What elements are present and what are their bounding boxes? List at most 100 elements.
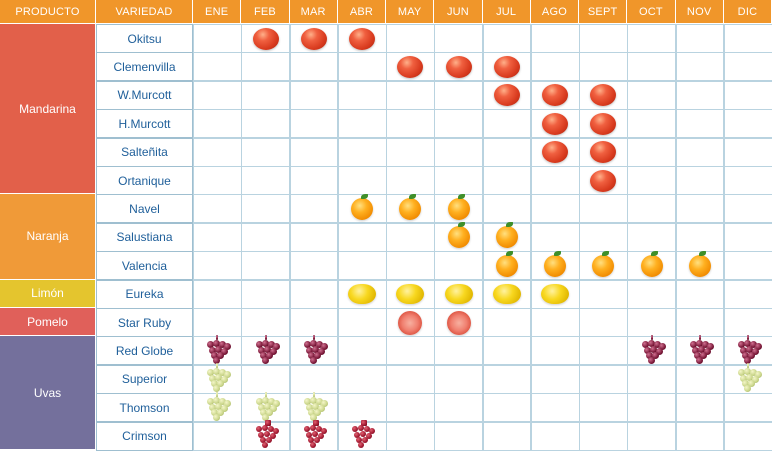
month-cell-ago	[530, 80, 580, 110]
grape-berry	[311, 431, 318, 438]
grape-icon	[254, 420, 279, 449]
grape-berry	[752, 376, 760, 384]
grape-berry	[224, 399, 232, 407]
grape-berry	[695, 356, 703, 364]
mandarina-icon	[493, 55, 520, 78]
grape-berry	[272, 399, 280, 407]
month-cell-ene	[193, 24, 242, 53]
grape-berry	[360, 431, 367, 438]
month-cell-ene	[193, 279, 242, 309]
grape-berry	[317, 347, 325, 355]
month-cell-ene	[193, 222, 242, 252]
grape-berry	[647, 356, 655, 364]
header-variedad: VARIEDAD	[96, 0, 192, 23]
month-cell-feb	[241, 109, 291, 139]
grape-berry	[259, 437, 266, 444]
grape-berry	[755, 371, 763, 379]
month-cell-dic	[723, 421, 772, 451]
grape-berry	[738, 340, 746, 348]
month-cell-dic	[723, 52, 772, 82]
month-cell-ago	[530, 421, 580, 451]
naranja-icon	[640, 250, 663, 277]
grape-berry	[309, 356, 317, 364]
grape-icon	[302, 420, 327, 449]
pomelo-icon	[398, 310, 423, 335]
month-cell-sept	[579, 364, 628, 394]
variety-cell: Eureka	[96, 279, 193, 309]
month-cell-jul	[482, 194, 532, 224]
grape-berry	[356, 437, 363, 444]
variety-cell: H.Murcott	[96, 109, 193, 139]
month-cell-sept	[579, 52, 628, 82]
naranja-icon	[495, 222, 518, 249]
mandarina-icon	[542, 84, 569, 107]
month-cell-dic	[723, 24, 772, 53]
grape-berry	[750, 340, 758, 348]
grape-berry	[211, 351, 219, 359]
mandarina-icon	[542, 141, 569, 164]
grape-berry	[645, 351, 653, 359]
month-cell-nov	[675, 166, 725, 195]
month-cell-may	[386, 279, 435, 309]
grape-stem	[312, 334, 315, 340]
grape-icon	[302, 334, 328, 364]
month-cell-ago	[530, 166, 580, 195]
month-cell-oct	[627, 393, 677, 423]
grape-berry	[320, 428, 327, 435]
month-cell-nov	[675, 137, 725, 167]
grape-berry	[309, 396, 317, 404]
month-cell-sept	[579, 109, 628, 139]
naranja-icon	[592, 250, 615, 277]
variety-cell: Thomson	[96, 393, 193, 423]
grape-berry	[221, 376, 229, 384]
grape-berry	[748, 380, 756, 388]
month-cell-abr	[337, 166, 387, 195]
grape-berry	[303, 426, 310, 433]
variety-cell: Crimson	[96, 421, 193, 451]
grape-stem	[361, 420, 368, 427]
grape-berry	[207, 397, 215, 405]
grape-berry	[313, 437, 320, 444]
header-month-oct: OCT	[627, 0, 675, 23]
grape-berry	[317, 433, 324, 440]
month-cell-jul	[482, 137, 532, 167]
naranja-icon	[447, 222, 470, 249]
grape-berry	[269, 433, 276, 440]
grape-berry	[217, 351, 225, 359]
month-cell-jul	[482, 80, 532, 110]
grape-berry	[315, 340, 323, 348]
month-cell-mar	[289, 52, 339, 82]
month-cell-ago	[530, 308, 580, 337]
grape-berry	[207, 369, 215, 377]
month-cell-oct	[627, 52, 677, 82]
mandarina-icon	[542, 112, 569, 135]
month-cell-dic	[723, 222, 772, 252]
month-cell-mar	[289, 137, 339, 167]
month-cell-jun	[434, 80, 484, 110]
grape-berry	[742, 380, 750, 388]
month-cell-ene	[193, 166, 242, 195]
grape-berry	[263, 345, 271, 353]
month-cell-feb	[241, 308, 291, 337]
grape-stem	[216, 391, 219, 397]
grape-berry	[366, 433, 373, 440]
grape-berry	[261, 425, 268, 432]
grape-berry	[706, 342, 714, 350]
month-cell-jun	[434, 52, 484, 82]
month-cell-sept	[579, 279, 628, 309]
grape-berry	[693, 351, 701, 359]
month-cell-may	[386, 308, 435, 337]
month-cell-mar	[289, 109, 339, 139]
grape-berry	[311, 402, 319, 410]
month-cell-mar	[289, 222, 339, 252]
grape-berry	[309, 413, 317, 421]
month-cell-oct	[627, 421, 677, 451]
month-cell-ene	[193, 421, 242, 451]
grape-berry	[307, 408, 315, 416]
variety-cell: Star Ruby	[96, 308, 193, 337]
month-cell-sept	[579, 222, 628, 252]
grape-icon	[302, 391, 328, 421]
month-cell-nov	[675, 24, 725, 53]
variety-cell: W.Murcott	[96, 80, 193, 110]
month-cell-abr	[337, 420, 387, 451]
